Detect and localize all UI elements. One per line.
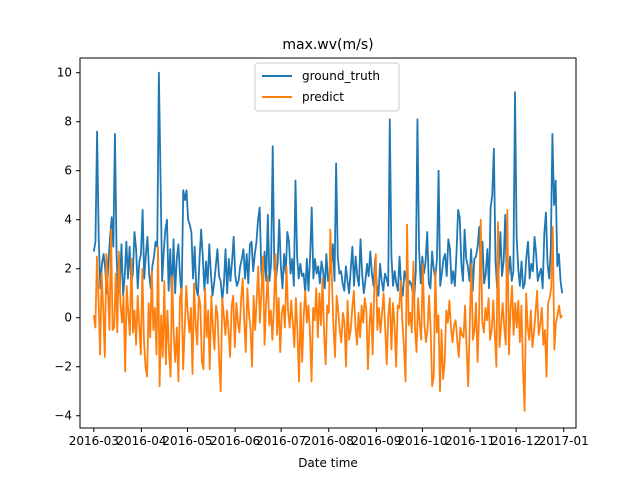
x-tick-label: 2017-01	[539, 434, 589, 448]
series-line-predict	[92, 209, 563, 412]
y-tick-label: 6	[64, 164, 72, 178]
plot-frame	[79, 57, 577, 429]
legend-label-predict: predict	[302, 90, 344, 104]
x-tick-label: 2016-05	[162, 434, 212, 448]
legend-label-ground-truth: ground_truth	[302, 69, 380, 83]
x-tick-label: 2016-08	[304, 434, 354, 448]
series-layer	[92, 71, 564, 412]
y-axis: −4 −2 0 2 4 6 8 10	[54, 66, 80, 423]
y-tick-label: 10	[57, 66, 72, 80]
y-tick-label: 8	[64, 115, 72, 129]
x-tick-label: 2016-11	[445, 434, 495, 448]
legend: ground_truth predict	[254, 62, 400, 112]
x-tick-label: 2016-09	[351, 434, 401, 448]
x-tick-label: 2016-07	[256, 434, 306, 448]
y-tick-label: −2	[54, 360, 72, 374]
y-tick-label: 0	[64, 311, 72, 325]
x-tick-label: 2016-03	[69, 434, 119, 448]
x-tick-label: 2016-10	[397, 434, 447, 448]
chart-title: max.wv(m/s)	[282, 37, 373, 53]
x-axis-label: Date time	[298, 456, 358, 470]
x-axis: 2016-032016-042016-052016-062016-072016-…	[69, 428, 589, 448]
y-tick-label: 2	[64, 262, 72, 276]
x-tick-label: 2016-06	[210, 434, 260, 448]
y-tick-label: 4	[64, 213, 72, 227]
x-tick-label: 2016-04	[116, 434, 166, 448]
x-tick-label: 2016-12	[491, 434, 541, 448]
y-tick-label: −4	[54, 409, 72, 423]
